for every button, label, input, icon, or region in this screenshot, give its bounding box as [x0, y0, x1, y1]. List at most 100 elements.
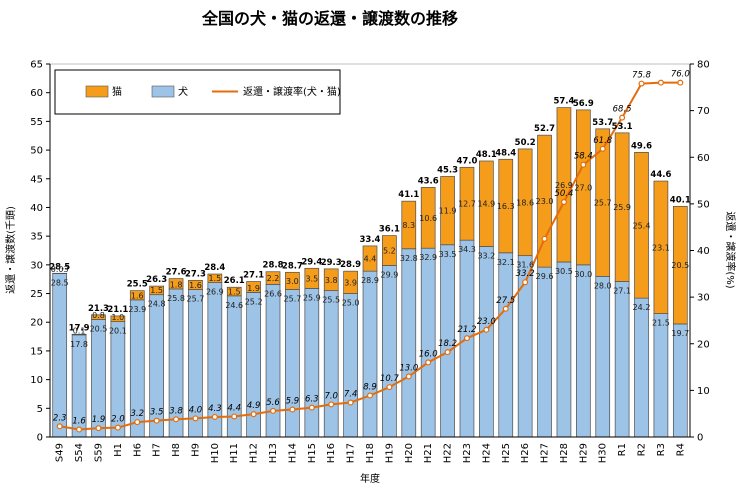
bar-cat: [149, 285, 164, 296]
bar-dog: [304, 288, 320, 438]
legend-swatch-cat: [85, 85, 109, 98]
bar-dog: [576, 264, 591, 438]
x-tick-label: H15: [307, 443, 318, 463]
y-right-tick-label: 50: [697, 199, 710, 210]
bar-dog-value-label: 25.9: [303, 293, 321, 302]
bar-cat: [246, 281, 261, 293]
rate-value-label: 27.5: [496, 296, 515, 306]
rate-point: [502, 305, 509, 312]
bar-cat-value-label: 12.7: [458, 200, 476, 209]
bar-dog-value-label: 24.8: [148, 300, 166, 309]
bar-total-label: 57.4: [553, 97, 574, 107]
bar-total-label: 41.1: [398, 190, 419, 200]
rate-point: [250, 411, 257, 418]
rate-value-label: 18.2: [438, 339, 457, 349]
x-tick-label: H16: [326, 443, 337, 463]
x-tick-label: H12: [249, 443, 260, 463]
rate-point: [347, 399, 354, 406]
bar-dog: [323, 290, 339, 438]
bar-cat: [401, 200, 417, 250]
bar-cat-value-label: 3.0: [286, 277, 299, 286]
x-tick-label: H9: [190, 443, 201, 457]
rate-point: [657, 79, 664, 86]
x-tick-label: H1: [113, 443, 124, 457]
bar-total-label: 28.7: [282, 261, 303, 271]
bar-cat: [420, 187, 436, 249]
y-left-tick-label: 35: [30, 232, 43, 243]
bar-cat-value-label: 18.6: [516, 198, 534, 207]
bar-cat-value-label: 0.1: [73, 326, 86, 335]
x-tick-label: H23: [462, 443, 473, 463]
y-left-tick-label: 0: [37, 433, 43, 444]
rate-point: [367, 392, 374, 399]
bar-cat: [653, 180, 669, 314]
bar-dog: [614, 281, 630, 438]
rate-value-label: 5.6: [266, 398, 280, 408]
rate-value-label: 8.9: [363, 383, 377, 393]
bar-total-label: 48.4: [495, 148, 516, 158]
bar-cat-value-label: 11.9: [439, 207, 457, 216]
bar-cat: [188, 279, 203, 290]
bar-cat-value-label: 3.5: [305, 274, 318, 283]
bar-cat: [265, 271, 281, 285]
bar-cat: [362, 245, 378, 272]
bar-dog-value-label: 20.5: [90, 324, 108, 333]
bar-cat: [556, 107, 572, 263]
bar-cat-value-label: 1.6: [131, 291, 144, 300]
bar-cat: [672, 205, 688, 325]
y-right-tick-label: 0: [697, 433, 703, 444]
rate-point: [425, 359, 432, 366]
bar-total-label: 53.1: [612, 122, 633, 132]
bar-cat-value-label: 23.0: [536, 197, 554, 206]
bar-cat-value-label: 1.5: [208, 274, 221, 283]
rate-value-label: 16.0: [419, 349, 438, 359]
bar-dog-value-label: 26.6: [264, 289, 282, 298]
rate-point: [463, 335, 470, 342]
bar-cat-value-label: 25.9: [613, 203, 631, 212]
bar-total-label: 26.1: [224, 276, 245, 286]
bar-total-label: 27.6: [166, 268, 187, 278]
bar-dog-value-label: 21.5: [652, 319, 670, 328]
bar-dog-value-label: 20.1: [109, 327, 127, 336]
bar-dog-value-label: 24.2: [633, 303, 651, 312]
bar-cat-value-label: 1.5: [228, 287, 241, 296]
bar-dog-value-label: 32.8: [400, 254, 418, 263]
rate-value-label: 1.9: [92, 415, 106, 425]
bar-total-label: 48.1: [476, 150, 497, 160]
chart-title: 全国の犬・猫の返還・譲渡数の推移: [201, 9, 458, 28]
x-tick-label: R2: [637, 443, 648, 456]
bar-dog: [382, 265, 397, 438]
rate-value-label: 6.3: [305, 395, 319, 405]
bar-dog: [285, 289, 300, 438]
rate-value-label: 1.6: [72, 417, 86, 427]
bar-dog-value-label: 25.8: [167, 294, 185, 303]
x-tick-label: H17: [346, 443, 357, 463]
bar-cat-value-label: 20.5: [671, 261, 689, 270]
rate-value-label: 58.4: [574, 152, 593, 162]
legend-swatch-dog: [151, 85, 175, 98]
labels-group: 28.528.50.0317.917.80.121.320.50.821.120…: [49, 70, 691, 427]
bar-cat-value-label: 27.0: [574, 183, 592, 192]
y-left-tick-label: 25: [30, 289, 43, 300]
x-tick-label: H11: [229, 443, 240, 463]
bar-dog-value-label: 30.5: [555, 267, 573, 276]
x-tick-label: H27: [540, 443, 551, 463]
rate-value-label: 4.9: [247, 401, 261, 411]
bar-cat: [595, 128, 611, 277]
bar-total-label: 29.3: [321, 258, 342, 268]
bar-cat-value-label: 10.6: [419, 214, 437, 223]
bar-dog-value-label: 25.5: [322, 296, 340, 305]
x-axis-label: 年度: [360, 472, 380, 485]
bar-total-label: 25.5: [127, 280, 148, 290]
bar-cat: [479, 160, 494, 247]
bar-cat-value-label: 4.4: [364, 255, 377, 264]
bar-cat: [459, 166, 475, 241]
bar-dog-value-label: 29.6: [536, 272, 554, 281]
bar-cat: [129, 290, 145, 301]
rate-point: [541, 235, 548, 242]
x-tick-label: H20: [404, 443, 415, 463]
rate-value-label: 5.9: [286, 396, 300, 406]
x-tick-label: H18: [365, 443, 376, 463]
bar-total-label: 56.9: [573, 99, 594, 109]
rate-point: [483, 326, 490, 333]
